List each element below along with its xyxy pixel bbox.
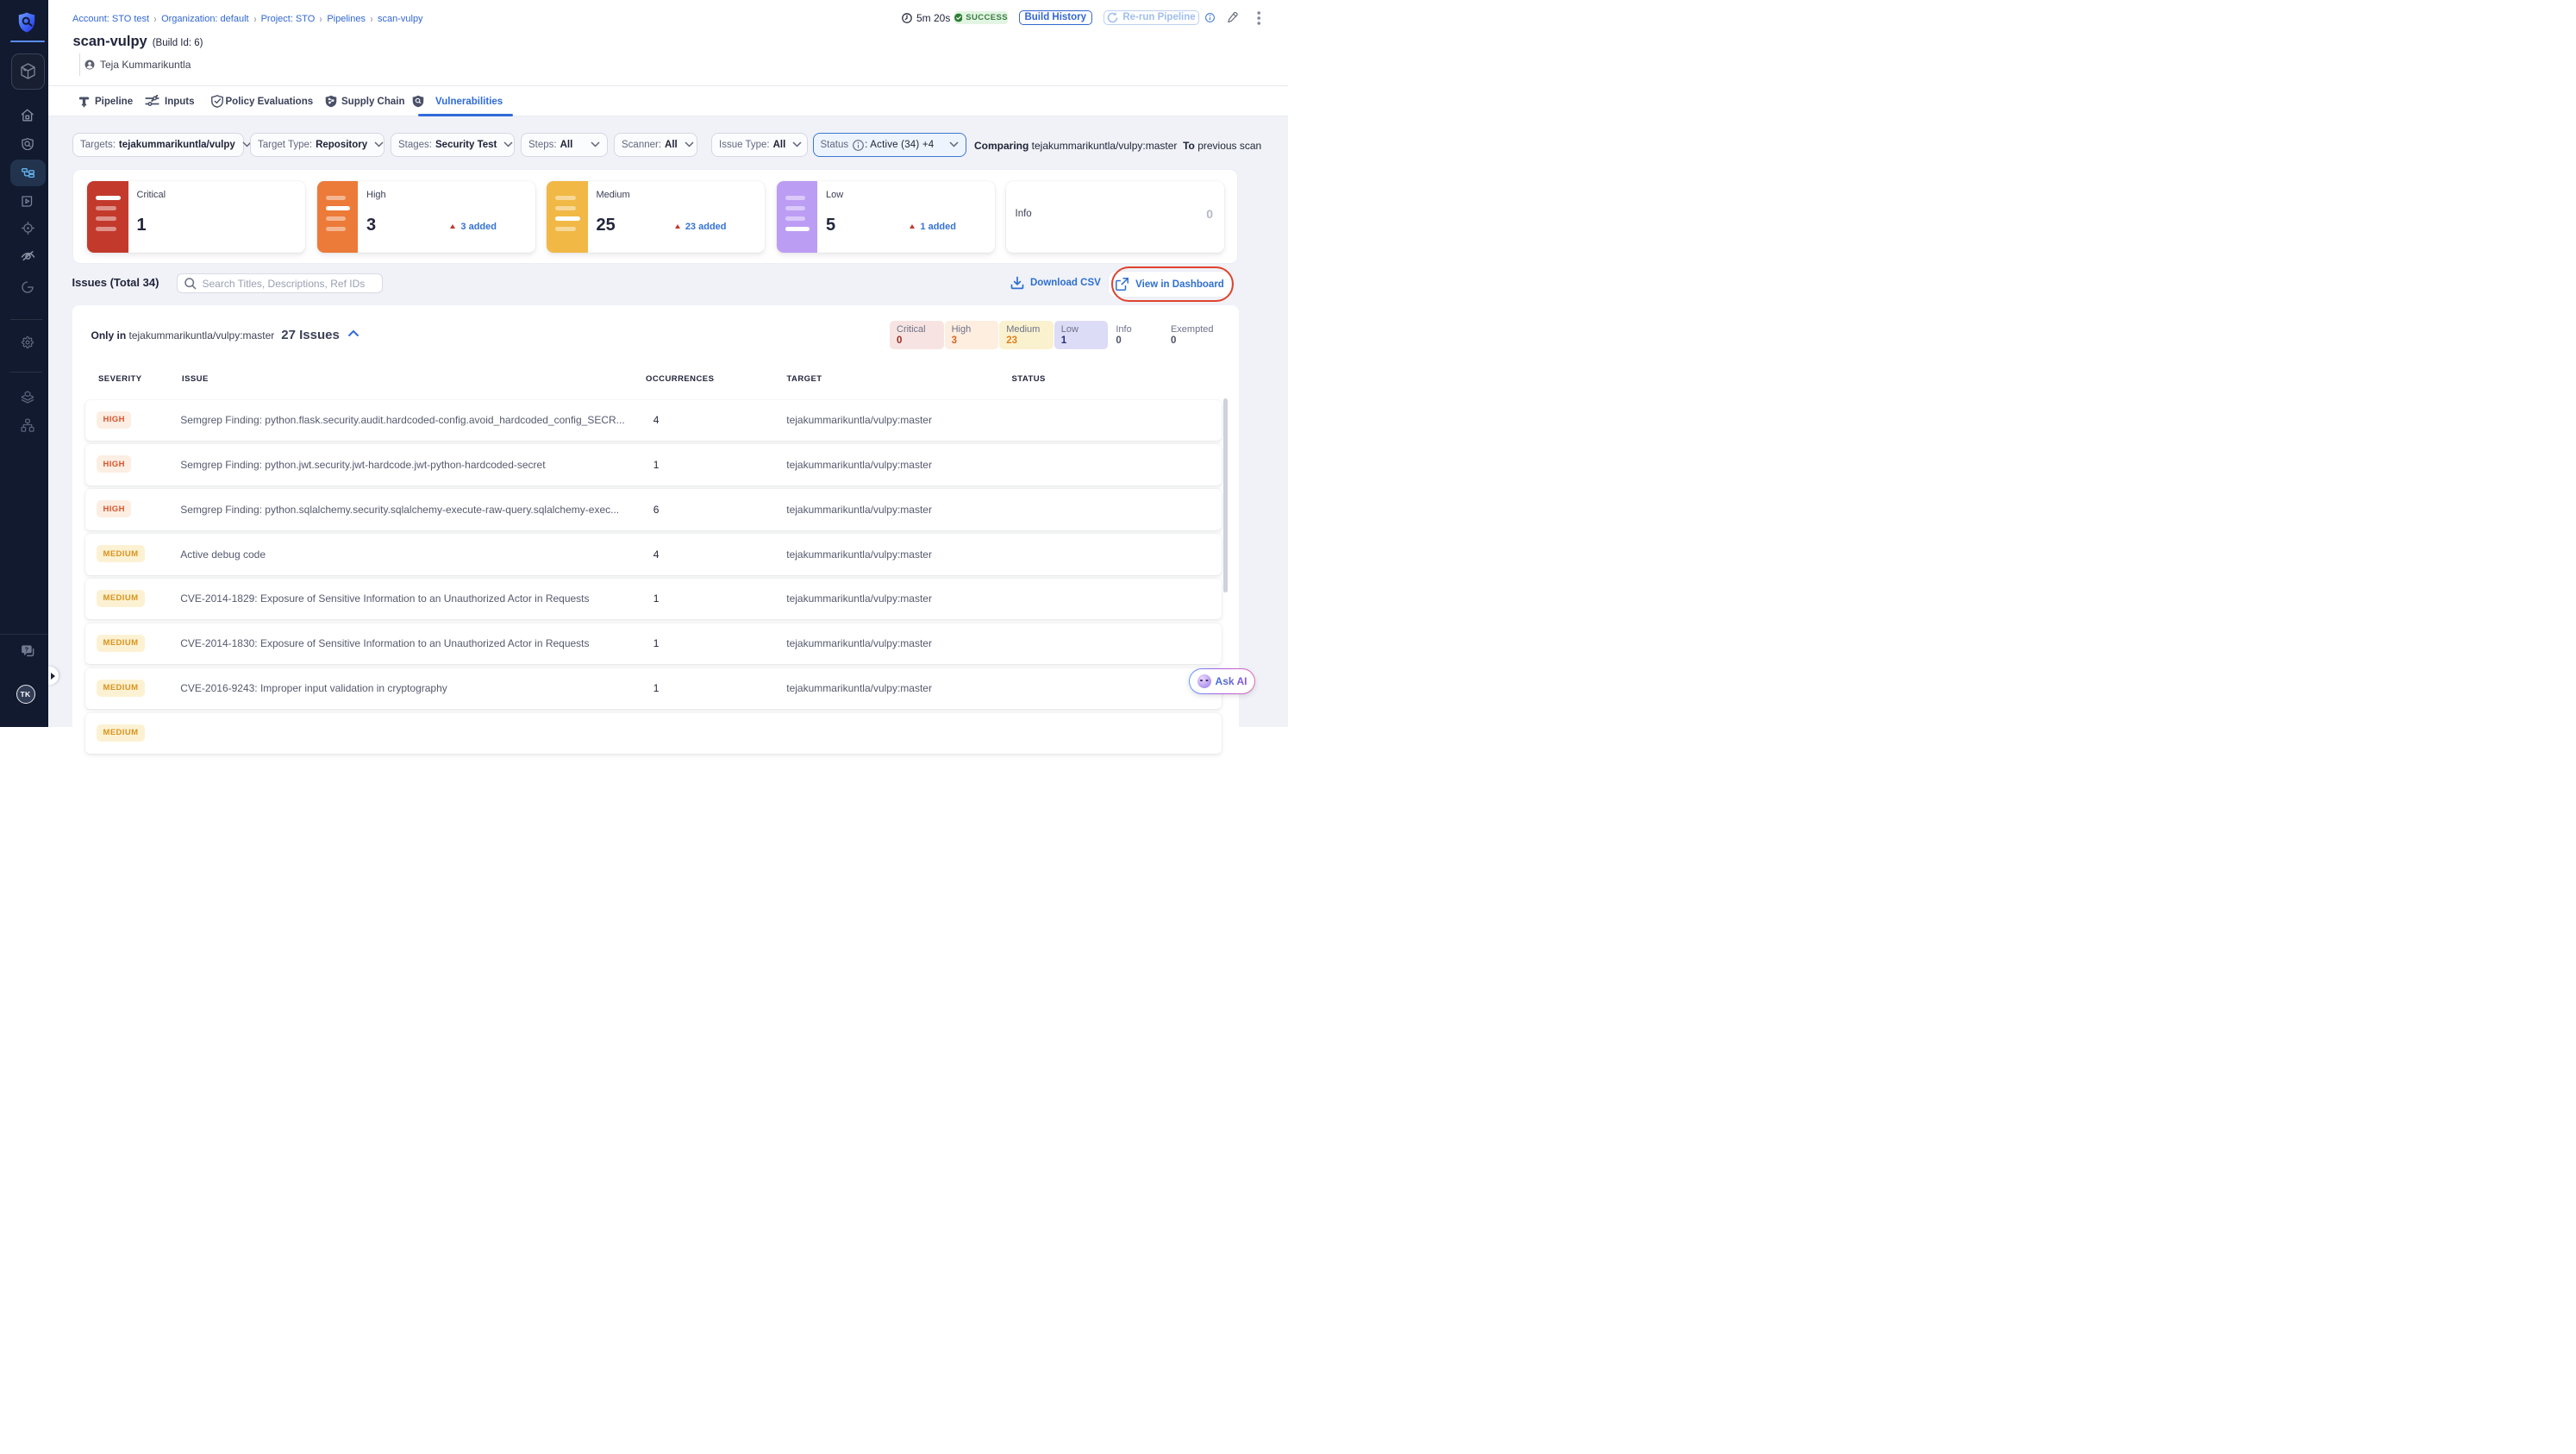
svg-text:?: ? [24, 646, 28, 654]
